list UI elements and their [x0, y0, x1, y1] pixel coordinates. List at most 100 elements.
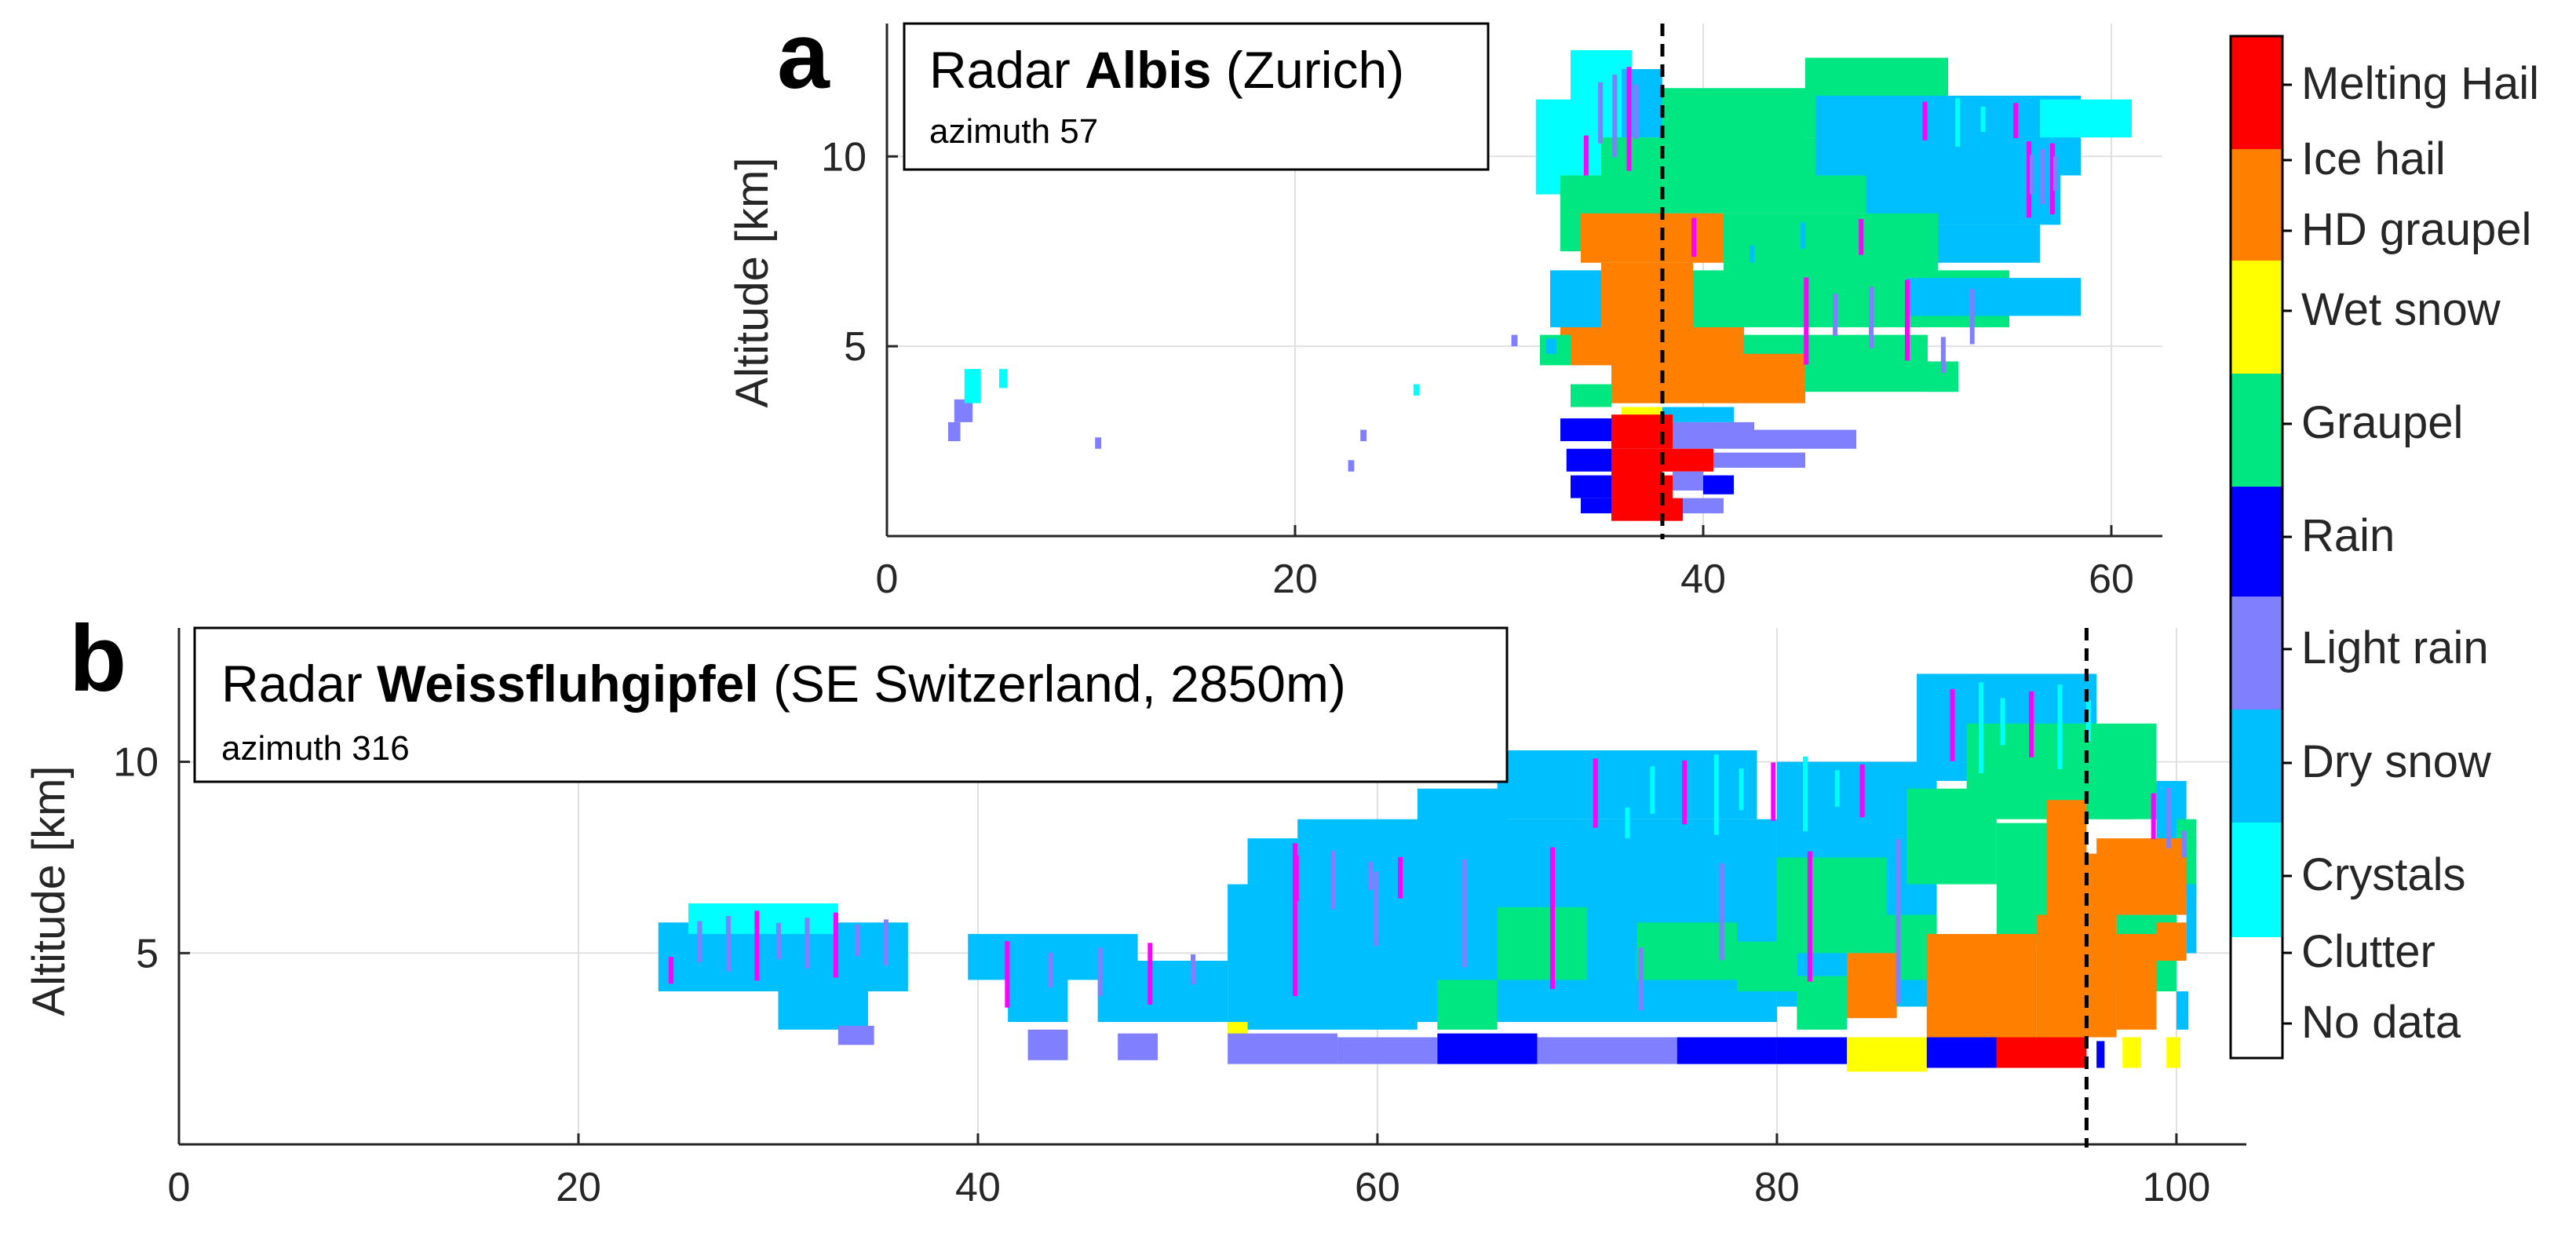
panel-a-cell-light-rain: [1673, 471, 1703, 491]
panel-a-cell-ice-hail: [1581, 213, 1724, 263]
colorbar-band-no-data: [2231, 937, 2282, 1058]
panel-b-letter: b: [69, 606, 126, 711]
panel-b-cell-wet-snow: [2122, 1037, 2141, 1068]
panel-b-cell-wet-snow: [2166, 1037, 2181, 1068]
panel-b-cell-graupel: [1797, 976, 1848, 1030]
panel-a-cell-dry-snow: [1545, 338, 1556, 354]
panel-b-cell-dry-snow: [1247, 838, 1338, 896]
panel-a-cell-light-rain: [1360, 429, 1366, 442]
panel-b-streak: [2181, 830, 2187, 858]
panel-b-cell-dry-snow: [1417, 788, 1508, 831]
panel-b-cell-graupel: [2096, 792, 2133, 819]
panel-a-cell-graupel: [1805, 361, 1958, 392]
colorbar-band-light-rain: [2231, 597, 2282, 710]
panel-b-cell-dry-snow: [1008, 972, 1068, 1023]
panel-a-cell-light-rain: [1348, 460, 1355, 472]
panel-b-xtick-label: 100: [2143, 1165, 2211, 1210]
panel-b-xtick-label: 40: [955, 1165, 1001, 1210]
panel-a-streak: [1980, 106, 1986, 132]
panel-a-cell-ice-hail: [1611, 353, 1805, 403]
panel-a-cell-melting-hail: [1611, 448, 1662, 480]
panel-a-streak: [1955, 98, 1961, 147]
panel-a-streak: [1801, 222, 1806, 250]
legend-label-no-data: No data: [2301, 997, 2461, 1048]
panel-b-streak: [2029, 691, 2034, 757]
panel-b-streak: [1625, 807, 1630, 839]
panel-a-cell-dry-snow: [1662, 407, 1734, 422]
panel-b-cell-dry-snow: [778, 980, 868, 1030]
panel-b-cell-light-rain: [1228, 1033, 1338, 1064]
panel-b-cell-rain: [1926, 1037, 1997, 1068]
panel-b-streak: [833, 912, 838, 978]
colorbar-frame: [2229, 35, 2284, 1060]
panel-b-streak: [2151, 793, 2156, 840]
panel-a-cell-graupel: [1571, 384, 1611, 407]
panel-b-cell-ice-hail: [2046, 800, 2087, 915]
panel-a-cell-melting-hail: [1662, 448, 1713, 472]
panel-b-streak: [1978, 682, 1983, 774]
panel-b-cell-ice-hail: [1847, 953, 1897, 1019]
panel-a-letter: a: [777, 3, 830, 108]
panel-b-streak: [2085, 700, 2091, 742]
panel-a-cell-rain: [1560, 418, 1611, 442]
panel-a-chart: a 0 20 40 60 5 10 Altitude [km] Radar Albis (…: [727, 3, 2162, 602]
panel-a-subtitle: azimuth 57: [929, 112, 1098, 151]
panel-b-cell-rain: [2096, 1041, 2105, 1068]
panel-a-streak: [2040, 148, 2045, 205]
colorbar-band-melting-hail: [2231, 36, 2282, 149]
panel-a-streak: [1598, 82, 1604, 144]
panel-a-cell-graupel: [1724, 213, 1938, 279]
panel-a-ylabel: Altitude [km]: [727, 157, 778, 407]
panel-b-cell-light-rain: [1337, 1037, 1438, 1064]
panel-a-streak: [2050, 143, 2055, 215]
panel-a-cell-dry-snow: [1550, 270, 1601, 327]
panel-a-streak: [2013, 103, 2019, 139]
panel-a-streak: [1833, 294, 1838, 336]
panel-b-cell-light-rain: [1027, 1029, 1068, 1060]
panel-a-cell-melting-hail: [1611, 498, 1683, 521]
panel-b-cell-ice-hail: [2096, 838, 2187, 915]
panel-b-cell-rain: [1437, 1033, 1538, 1064]
panel-b-streak: [1549, 847, 1555, 989]
panel-b-streak: [2166, 787, 2172, 848]
panel-b-streak: [1293, 855, 1299, 902]
legend-label-graupel: Graupel: [2301, 397, 2463, 448]
panel-b-cell-graupel: [1776, 857, 1887, 954]
panel-a-xtick-label: 60: [2089, 556, 2134, 602]
panel-b-streak: [1896, 839, 1901, 1004]
panel-b-streak: [754, 910, 760, 981]
colorbar-band-dry-snow: [2231, 710, 2282, 823]
panel-b-xtick-label: 20: [556, 1165, 601, 1210]
panel-b-cell-graupel: [1437, 980, 1498, 1030]
panel-b-ytick-label: 5: [136, 931, 159, 976]
panel-a-streak: [1969, 289, 1975, 345]
panel-b-streak: [668, 957, 673, 984]
panel-a-cell-rain: [1571, 475, 1611, 498]
panel-a-cell-rain: [1703, 475, 1734, 494]
panel-a-streak: [1940, 337, 1946, 374]
panel-a-streak: [1691, 217, 1697, 257]
panel-a-streak: [1904, 279, 1910, 361]
panel-a-cell-light-rain: [1095, 437, 1101, 449]
panel-a-xtick-label: 0: [876, 556, 899, 602]
panel-b-cell-ice-hail: [1926, 933, 2037, 1038]
panel-a-xtick-label: 20: [1272, 556, 1318, 602]
panel-b-streak: [1374, 871, 1379, 946]
panel-a-cell-crystals: [1413, 384, 1420, 396]
panel-a-cell-crystals: [964, 369, 981, 403]
panel-a-cell-dry-snow: [1907, 278, 2081, 316]
panel-b-subtitle: azimuth 316: [221, 729, 410, 768]
panel-b-streak: [1739, 768, 1744, 811]
panel-b-title: Radar Weissfluhgipfel (SE Switzerland, 2…: [221, 655, 1346, 713]
panel-a-ytick-label: 10: [821, 134, 867, 180]
panel-b-heatmap: [658, 673, 2197, 1072]
panel-b-streak: [1713, 754, 1719, 835]
panel-a-streak: [2030, 154, 2034, 195]
panel-b-streak: [1803, 756, 1808, 832]
legend-label-crystals: Crystals: [2301, 849, 2465, 900]
panel-b-streak: [725, 916, 731, 972]
panel-b-streak: [1191, 954, 1196, 985]
colorbar-labels: Melting Hail Ice hail HD graupel Wet snow Gr…: [2282, 58, 2539, 1048]
panel-b-streak: [1048, 952, 1053, 987]
